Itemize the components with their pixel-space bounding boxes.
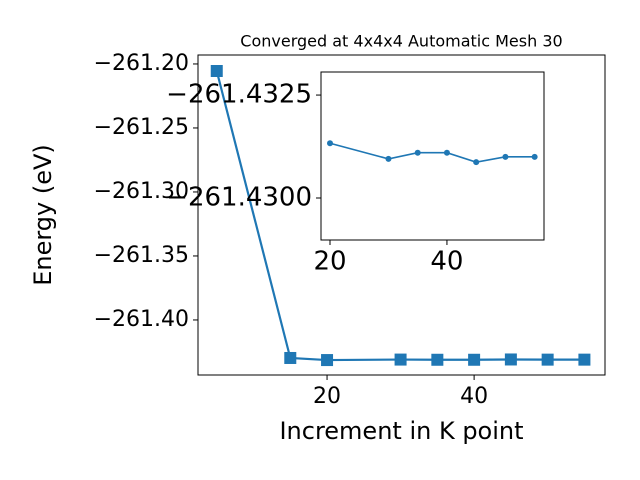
marker (541, 353, 554, 366)
marker (578, 353, 591, 366)
marker (284, 351, 297, 364)
y-tick-label: −261.30 (94, 179, 189, 204)
y-tick-label: −261.25 (94, 115, 189, 140)
x-tick-label: 20 (313, 247, 346, 277)
marker (531, 153, 538, 160)
marker (443, 149, 450, 156)
x-tick-label: 20 (313, 384, 341, 409)
y-tick-label: −261.20 (94, 51, 189, 76)
marker (414, 149, 421, 156)
y-tick-label: −261.4325 (166, 80, 312, 110)
marker (473, 159, 480, 166)
marker (385, 155, 392, 162)
marker (394, 353, 407, 366)
y-tick-label: −261.4300 (166, 183, 312, 213)
y-axis-label: Energy (eV) (29, 144, 57, 286)
axes-frame (320, 71, 545, 241)
x-tick-label: 40 (460, 384, 488, 409)
y-tick-label: −261.40 (94, 307, 189, 332)
marker (210, 65, 223, 77)
chart-title: Converged at 4x4x4 Automatic Mesh 30 (240, 32, 562, 51)
marker (321, 354, 334, 367)
marker (504, 353, 517, 366)
plot-area (321, 72, 544, 240)
axes-frame (197, 54, 606, 376)
y-tick-label: −261.35 (94, 243, 189, 268)
marker (502, 153, 509, 160)
x-tick-label: 40 (430, 247, 463, 277)
marker (327, 140, 334, 147)
marker (431, 353, 444, 366)
marker (468, 353, 481, 366)
x-axis-label: Increment in K point (279, 417, 523, 445)
